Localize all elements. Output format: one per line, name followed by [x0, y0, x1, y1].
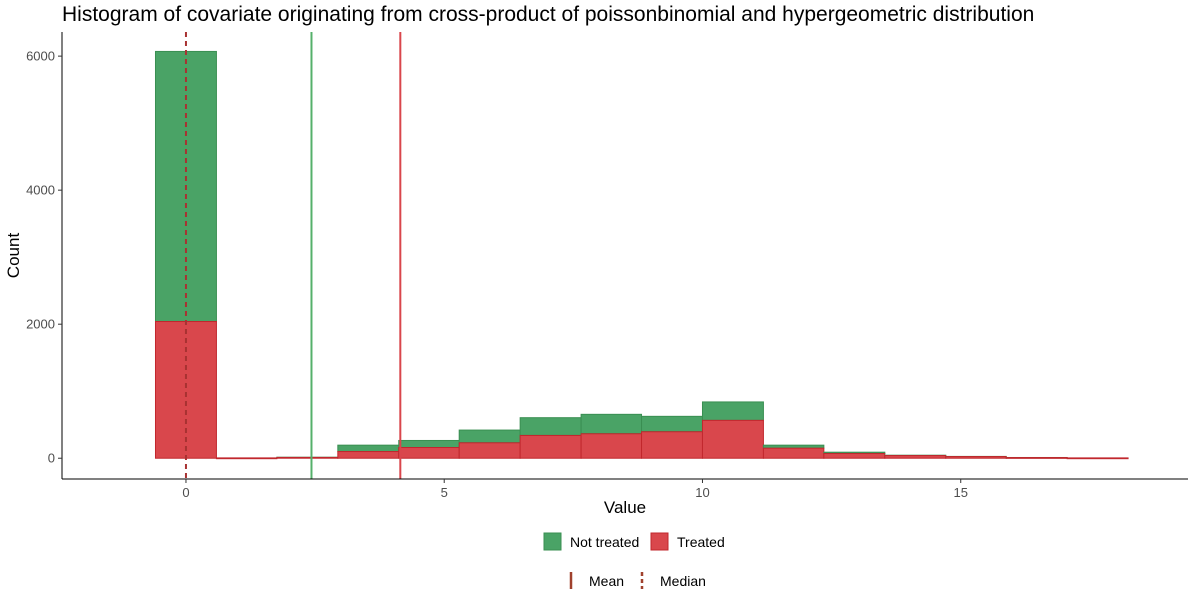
legend-swatch-1 [650, 532, 669, 551]
bar-not-treated-4 [398, 439, 460, 449]
axes-group: 0 5 10 15 0 2000 4000 6000 [26, 32, 1188, 500]
bar-treated-0 [154, 321, 217, 459]
bar-not-treated-3 [337, 444, 400, 453]
y-tick-label-6000: 6000 [26, 49, 55, 64]
bar-treated-8 [641, 431, 703, 459]
bar-not-treated-7 [580, 413, 643, 435]
bars-group [154, 50, 1129, 460]
legend-line-label-1: Median [660, 573, 706, 589]
x-tick-label-15: 15 [953, 485, 967, 500]
bar-treated-7 [580, 433, 643, 459]
bar-not-treated-9 [701, 401, 764, 421]
bar-treated-15 [1066, 457, 1129, 460]
x-tick-label-5: 5 [441, 485, 448, 500]
y-tick-label-0: 0 [48, 451, 55, 466]
bar-treated-5 [458, 442, 521, 459]
bar-treated-14 [1005, 457, 1068, 459]
y-tick-label-2000: 2000 [26, 317, 55, 332]
bar-treated-10 [762, 447, 825, 459]
y-tick-label-4000: 4000 [26, 183, 55, 198]
bar-treated-12 [884, 455, 947, 459]
bar-treated-3 [337, 451, 400, 459]
legend-label-1: Treated [677, 534, 725, 550]
bar-treated-1 [215, 457, 278, 460]
chart-title: Histogram of covariate originating from … [62, 3, 1034, 26]
bar-not-treated-5 [458, 429, 521, 444]
legend: Not treated Treated Mean Median [543, 532, 725, 589]
legend-label-0: Not treated [570, 534, 639, 550]
bar-treated-9 [701, 419, 764, 459]
legend-swatch-0 [543, 532, 562, 551]
x-axis-title: Value [604, 498, 646, 517]
legend-line-label-0: Mean [589, 573, 624, 589]
bar-treated-6 [519, 434, 582, 459]
x-tick-label-10: 10 [695, 485, 709, 500]
bar-not-treated-6 [519, 417, 582, 436]
y-axis-title: Count [4, 233, 23, 279]
x-tick-label-0: 0 [182, 485, 189, 500]
reference-lines-group [184, 32, 402, 479]
bar-treated-2 [276, 456, 339, 459]
bar-treated-11 [823, 453, 886, 459]
bar-treated-13 [945, 456, 1007, 459]
bar-treated-4 [398, 447, 460, 459]
bar-not-treated-8 [641, 415, 703, 433]
